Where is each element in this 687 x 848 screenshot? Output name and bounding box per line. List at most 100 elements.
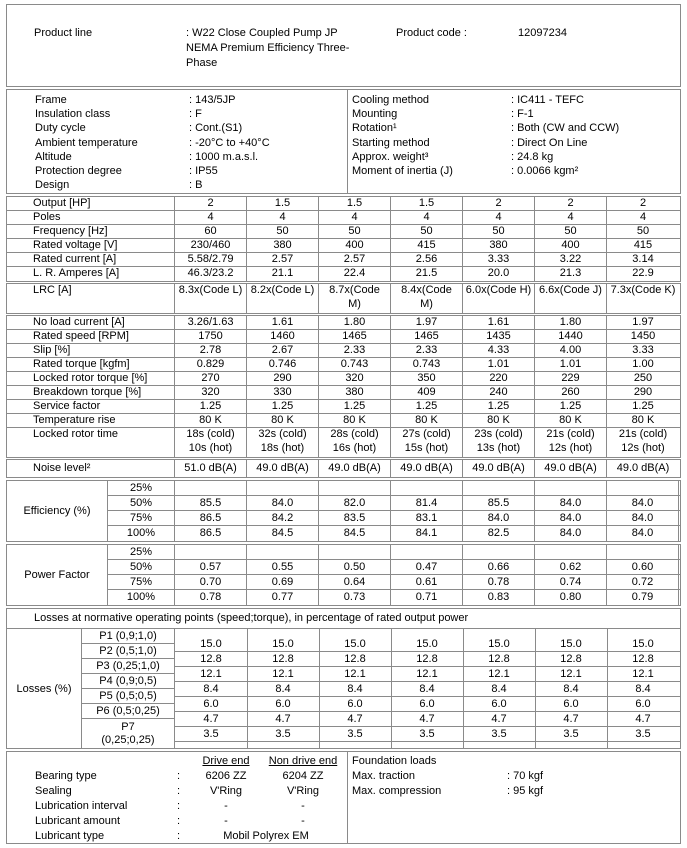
value-cell: 83.5 [319, 511, 391, 525]
bearing-span-value: Mobil Polyrex EM [223, 830, 309, 842]
spec-row: Altitude : 1000 m.a.s.l. [7, 150, 347, 164]
loss-row: 4.7 4.7 4.7 4.7 4.7 4.7 4.7 [175, 712, 680, 727]
value-cell: 82.5 [463, 526, 535, 541]
value-cell: 50 [463, 225, 535, 238]
value-cell: 4.7 [275, 713, 291, 725]
value-cell: 1.5 [247, 197, 319, 210]
foundation-label: Max. compression [352, 785, 442, 797]
spec-label: Ambient temperature [35, 136, 138, 149]
foundation-label: Max. traction [352, 770, 415, 782]
value-cell: 84.5 [319, 526, 391, 541]
value-cell: 0.73 [319, 590, 391, 605]
bearings-foundation-section: Drive end Non drive end Bearing type: 6206 … [6, 751, 681, 844]
value-cell: 6.0 [203, 698, 219, 710]
value-cell: 80 K [463, 414, 535, 427]
ratings-row: Poles 4 4 4 4 4 4 4 [7, 211, 680, 225]
value-cell: 2.57 [319, 253, 391, 266]
value-cell: 27s (cold) 15s (hot) [391, 428, 463, 457]
value-cell: 250 [633, 372, 653, 384]
load-row: 25% [108, 481, 680, 496]
value-cell: 4.7 [635, 713, 651, 725]
value-cell: 84.0 [463, 511, 535, 525]
row-label: Noise level² [7, 460, 175, 477]
value-cell: 3.5 [347, 728, 363, 740]
losses-table: Losses (%) P1 (0,9;1,0) P2 (0,5;1,0) P3 (0,… [7, 629, 680, 748]
value-cell: 0.61 [391, 575, 463, 589]
value-cell: 21.5 [391, 267, 463, 281]
value-cell: 86.5 [175, 526, 247, 541]
value-cell: 15.0 [632, 638, 654, 650]
value-cell: 84.1 [391, 526, 463, 541]
value-cell: 0.69 [247, 575, 319, 589]
value-cell: 12.1 [344, 668, 366, 680]
value-cell: 1460 [247, 330, 319, 343]
spec-row: Duty cycle: Cont.(S1) [7, 121, 347, 135]
foundation-row: Max. compression: 95 kgf [348, 784, 680, 799]
row-label: Rated current [A] [7, 253, 175, 266]
spec-label: Mounting [352, 108, 398, 121]
load-row: 50% 85.5 84.0 82.0 81.4 85.5 84.0 84.0 [108, 496, 680, 511]
value-cell: 2 [639, 197, 647, 209]
value-cell: 2 [535, 197, 607, 210]
value-cell [607, 545, 679, 559]
value-cell: 400 [319, 239, 391, 252]
product-section: Product line : W22 Close Coupled Pump JP… [6, 4, 681, 87]
value-cell: 3.33 [463, 253, 535, 266]
spec-label: Protection degree [35, 164, 122, 177]
specs-right-column: Cooling method: IC411 - TEFC Mounting: F-… [348, 90, 680, 193]
value-cell [319, 481, 391, 495]
colon: : [177, 785, 181, 797]
loss-row: 15.0 15.0 15.0 15.0 15.0 15.0 15.0 [175, 637, 680, 652]
value-cell: 220 [463, 372, 535, 385]
value-cell: 12.8 [488, 653, 510, 665]
spec-value: : Both (CW and CCW) [511, 122, 620, 135]
spec-row: Mounting: F-1 [348, 107, 680, 121]
value-cell: 1.25 [319, 400, 391, 413]
lrc-table: LRC [A] 8.3x(Code L) 8.2x(Code L) 8.7x(Code… [6, 283, 681, 314]
spec-value: : 143/5JP [189, 94, 236, 106]
ratings-row: Rated torque [kgfm] 0.829 0.746 0.743 0.743 1… [7, 358, 680, 372]
non-drive-end-value: 6204 ZZ [282, 770, 324, 782]
value-cell: 1.97 [391, 316, 463, 329]
value-cell: 270 [175, 372, 247, 385]
spec-value: : -20°C to +40°C [189, 136, 270, 149]
value-cell: 4.7 [203, 713, 219, 725]
value-cell: 230/460 [175, 239, 247, 252]
spec-label: Altitude [35, 150, 72, 163]
spec-label: Design [35, 179, 70, 192]
value-cell: 46.3/23.2 [175, 267, 247, 281]
spec-value: : 1000 m.a.s.l. [189, 150, 259, 163]
value-cell: 1440 [535, 330, 607, 343]
ratings-row: No load current [A] 3.26/1.63 1.61 1.80 1.97… [7, 316, 680, 330]
ratings-row: Frequency [Hz] 60 50 50 50 50 50 50 [7, 225, 680, 239]
row-label: Poles [7, 211, 175, 224]
value-cell: 6.0 [563, 698, 579, 710]
value-cell: 60 [175, 225, 247, 238]
spec-label: Duty cycle [35, 122, 86, 135]
value-cell: 8.4 [419, 683, 435, 695]
row-label: Locked rotor time [7, 428, 175, 457]
load-percent-label: 100% [108, 526, 175, 541]
value-cell: 22.9 [632, 267, 654, 279]
value-cell: 50 [636, 225, 650, 237]
drive-end-header: Drive end [202, 755, 250, 767]
row-label: Rated voltage [V] [7, 239, 175, 252]
value-cell: 50 [247, 225, 319, 238]
row-label: Locked rotor torque [%] [7, 372, 175, 385]
value-cell: 49.0 dB(A) [463, 460, 535, 477]
bearing-row: Lubricant type: Mobil Polyrex EM [7, 829, 347, 844]
value-cell: 0.66 [463, 560, 535, 574]
loss-row: 8.4 8.4 8.4 8.4 8.4 8.4 8.4 [175, 682, 680, 697]
drive-end-value: V'Ring [209, 785, 243, 797]
bearing-row: Lubrication interval: - - [7, 799, 347, 814]
value-cell: 80 K [319, 414, 391, 427]
noise-level-table: Noise level² 51.0 dB(A) 49.0 dB(A) 49.0 dB(… [6, 459, 681, 478]
value-cell: 6.0 [419, 698, 435, 710]
value-cell: 0.78 [175, 590, 247, 605]
value-cell: 49.0 dB(A) [616, 462, 670, 474]
column-divider [247, 629, 248, 748]
spec-label: Frame [35, 94, 67, 106]
value-cell: 400 [535, 239, 607, 252]
product-code-value: 12097234 [518, 27, 567, 39]
value-cell: 1465 [319, 330, 391, 343]
